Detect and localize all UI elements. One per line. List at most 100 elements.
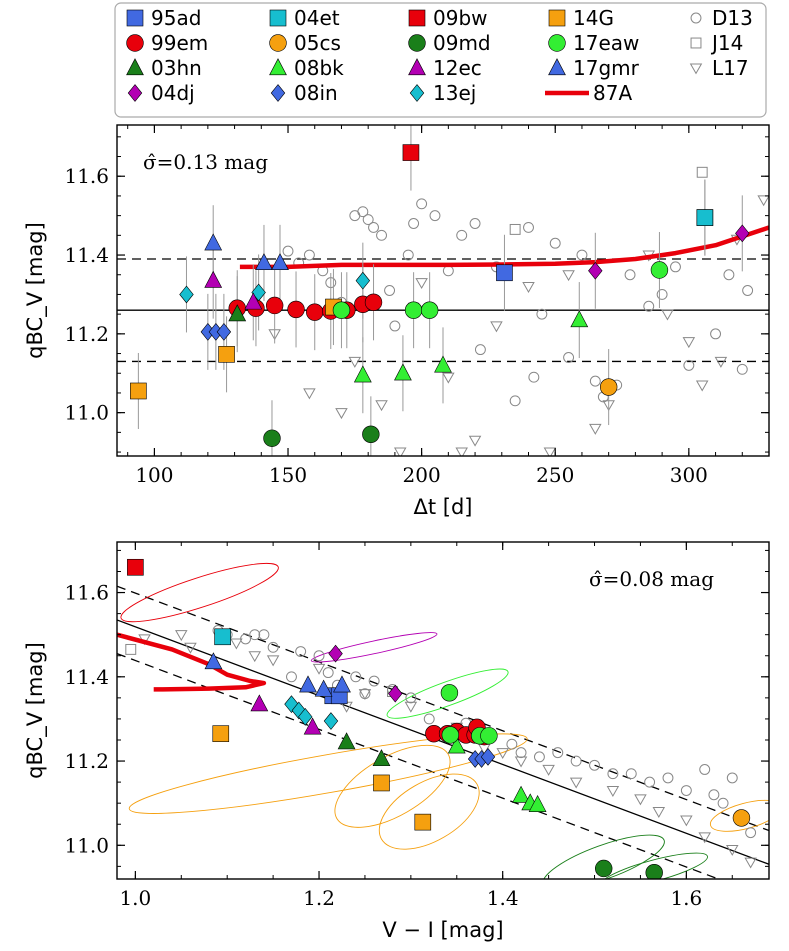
legend-label-08in: 08in [294, 81, 338, 105]
point-08bk [528, 795, 547, 812]
point-L17 [744, 857, 757, 869]
point-13ej [355, 271, 371, 290]
point-17gmr [333, 675, 351, 693]
point-D13 [523, 222, 534, 233]
error-ellipse-8 [600, 852, 708, 879]
point-D13 [643, 300, 655, 312]
point-99em [306, 303, 324, 321]
error-ellipse-3 [128, 733, 528, 814]
point-D13 [362, 214, 374, 226]
legend-label-04dj: 04dj [151, 81, 195, 105]
point-L17 [698, 832, 711, 844]
point-D13 [670, 261, 681, 273]
point-L17 [468, 435, 482, 447]
point-D13 [683, 359, 695, 371]
point-D13 [662, 772, 674, 784]
point-08bk [434, 355, 452, 373]
point-L17 [543, 447, 557, 456]
point-D13 [469, 218, 481, 229]
point-L17 [695, 380, 709, 392]
point-L17 [175, 630, 188, 642]
point-03hn [372, 749, 391, 767]
legend-marker-99em [126, 34, 144, 52]
y-tick-label: 11.2 [64, 749, 109, 773]
point-17eaw [650, 261, 669, 279]
point-J14 [696, 166, 708, 178]
point-L17 [393, 447, 407, 456]
legend-label-09md: 09md [433, 31, 491, 55]
legend-label-L17: L17 [712, 56, 749, 80]
y-tick-label: 11.4 [64, 243, 109, 267]
fit-band-1 [117, 653, 721, 879]
point-L17 [652, 807, 666, 819]
point-D13 [509, 395, 521, 407]
legend-label-17gmr: 17gmr [573, 56, 640, 80]
y-axis-label: qBC_V [mag] [23, 222, 48, 359]
point-D13 [357, 206, 369, 218]
x-tick-label: 1.4 [487, 886, 519, 910]
point-D13 [350, 671, 362, 683]
point-17gmr [271, 253, 289, 271]
point-D13 [533, 751, 545, 763]
point-D13 [708, 789, 720, 801]
y-tick-label: 11.0 [64, 401, 109, 425]
point-08bk [447, 736, 466, 754]
x-tick-label: 300 [670, 463, 708, 487]
bottom-panel: 1.0 1.2 1.4 1.6 11.0 11.2 11.4 11.6 V − I [mag] q… [23, 541, 770, 942]
point-D13 [656, 288, 668, 300]
point-09md [595, 859, 613, 878]
point-D13 [442, 265, 454, 277]
point-D13 [552, 747, 564, 759]
point-L17 [335, 408, 348, 420]
point-L17 [312, 663, 326, 675]
legend-marker-08in [270, 84, 286, 102]
point-L17 [542, 764, 555, 776]
point-D13 [416, 198, 428, 210]
point-D13 [745, 827, 757, 839]
point-09bw [127, 558, 144, 576]
point-13ej [323, 712, 339, 730]
x-axis-label: V − I [mag] [382, 918, 503, 942]
point-D13 [389, 320, 401, 332]
fit-line [117, 619, 769, 865]
point-L17 [522, 282, 535, 293]
legend-label-08bk: 08bk [294, 56, 344, 80]
point-L17 [248, 651, 262, 663]
point-13ej [291, 701, 307, 720]
point-17eaw [420, 301, 439, 319]
plot-area [117, 558, 769, 879]
point-D13 [644, 776, 656, 788]
point-L17 [726, 844, 739, 856]
point-17gmr [255, 253, 273, 271]
axes-frame [116, 541, 770, 880]
point-D13 [368, 675, 380, 687]
point-J14 [509, 223, 521, 235]
legend-label-14G: 14G [573, 6, 614, 30]
legend-marker-L17 [689, 63, 703, 75]
point-03hn [228, 304, 247, 322]
fit-band-0 [117, 585, 769, 832]
x-tick-label: 150 [269, 463, 307, 487]
point-L17 [514, 756, 528, 768]
point-L17 [442, 372, 455, 384]
point-D13 [368, 222, 379, 233]
y-tick-label: 11.6 [64, 581, 109, 605]
point-99em [265, 296, 284, 315]
point-D13 [474, 344, 486, 356]
legend-marker-04et [269, 9, 287, 27]
point-L17 [496, 748, 509, 760]
point-D13 [736, 363, 748, 375]
curve-87A [239, 225, 769, 270]
legend: 95ad 04et 09bw 14G D13 99em 05cs 09md 17eaw J14 03… [114, 2, 767, 118]
point-D13 [515, 747, 527, 759]
legend-label-95ad: 95ad [151, 6, 201, 30]
point-17eaw [332, 301, 351, 319]
point-L17 [415, 278, 428, 290]
point-04et [214, 628, 231, 646]
point-17gmr [204, 233, 223, 251]
point-D13 [313, 650, 325, 662]
y-axis-label: qBC_V [mag] [23, 642, 48, 779]
point-17eaw [404, 301, 423, 319]
point-14G [130, 382, 147, 400]
